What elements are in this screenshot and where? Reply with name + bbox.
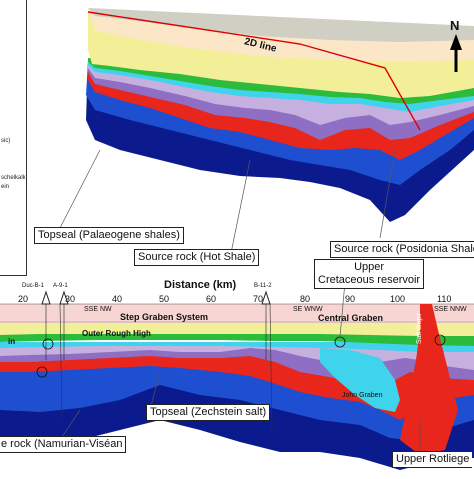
section-cyan-layer <box>0 342 474 352</box>
section-yellow-layer <box>0 322 474 336</box>
marker-circle-2 <box>36 366 48 378</box>
leader-namurian <box>59 409 81 441</box>
tick-60: 60 <box>206 294 217 304</box>
label-outer-rough-high: Outer Rough High <box>82 329 151 338</box>
callout-topseal-zechstein: Topseal (Zechstein salt) <box>146 404 271 421</box>
tick-50: 50 <box>159 294 170 304</box>
leader-posidonia <box>379 149 396 239</box>
tick-40: 40 <box>112 294 123 304</box>
label-central-graben: Central Graben <box>318 313 384 323</box>
callout-upper-rotliegend: Upper Rotliege <box>392 451 473 468</box>
callout-upper-cretaceous-line2: Cretaceous reservoir <box>318 274 421 286</box>
well-label-a91: A-9-1 <box>53 283 68 289</box>
orientation-2: SE WNW <box>293 306 323 313</box>
orientation-3: SSE NNW <box>434 306 467 313</box>
section-cyan-graben <box>320 348 400 412</box>
legend-item-1: sic) <box>1 138 11 144</box>
north-label: N <box>450 18 460 33</box>
section-green-layer <box>0 334 474 346</box>
block-top-surface <box>88 8 474 42</box>
north-arrow-icon <box>450 34 462 50</box>
tick-80: 80 <box>300 294 311 304</box>
orientation-1: SSE NW <box>84 306 112 313</box>
legend-item-2: schelkalk <box>1 175 26 181</box>
axis-title: Distance (km) <box>164 279 237 291</box>
legend-panel: sic) schelkalk ein <box>0 0 27 276</box>
salt-diapir-body <box>400 304 458 455</box>
well-label-b112: B-11-2 <box>254 283 272 289</box>
well-duc-b1-icon <box>41 290 51 305</box>
well-label-duc-b1: Duc-B-1 <box>22 283 45 289</box>
callout-source-namurian: e rock (Namurian-Viséan <box>0 436 127 453</box>
marker-circle-1 <box>42 338 54 350</box>
label-john-graben: John Graben <box>342 392 383 399</box>
legend-item-3: ein <box>1 184 10 190</box>
callout-topseal-palaeogene: Topseal (Palaeogene shales) <box>34 227 184 244</box>
well-b112-icon <box>261 290 271 305</box>
marker-circle-4 <box>434 334 446 346</box>
tick-30: 30 <box>65 294 76 304</box>
tick-110: 110 <box>437 294 452 304</box>
line-2d-trace <box>87 11 421 131</box>
callout-upper-cretaceous: Upper Cretaceous reservoir <box>314 259 425 289</box>
callout-source-hot-shale: Source rock (Hot Shale) <box>134 249 260 266</box>
label-salt-diapir: Salt diapir <box>416 312 423 344</box>
leader-cretaceous <box>339 281 346 338</box>
leader-zechstein <box>149 371 161 411</box>
fault-1 <box>59 303 63 421</box>
label-in: in <box>8 337 16 346</box>
block-model-3d <box>86 8 474 222</box>
fault-2 <box>269 303 273 431</box>
section-top-band <box>0 304 474 323</box>
tick-20: 20 <box>18 294 29 304</box>
callout-upper-cretaceous-line1: Upper <box>354 261 385 273</box>
tick-70: 70 <box>253 294 264 304</box>
leader-topseal <box>59 149 101 229</box>
tick-100: 100 <box>390 294 406 304</box>
leader-hotshale <box>229 159 251 259</box>
callout-source-posidonia: Source rock (Posidonia Shale <box>330 241 474 258</box>
tick-90: 90 <box>345 294 356 304</box>
label-step-graben: Step Graben System <box>120 312 209 322</box>
